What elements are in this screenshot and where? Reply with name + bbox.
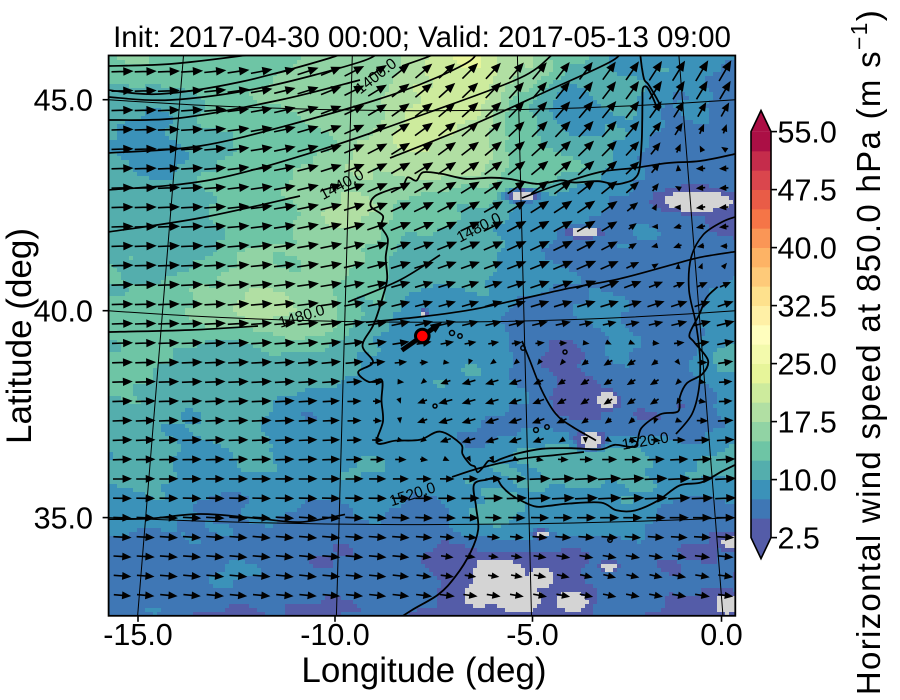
svg-text:55.0: 55.0 [778,115,837,149]
svg-text:-10.0: -10.0 [300,618,370,652]
svg-text:25.0: 25.0 [778,347,837,381]
svg-text:Latitude (deg): Latitude (deg) [0,228,39,444]
svg-text:Longitude (deg): Longitude (deg) [301,651,546,690]
svg-text:10.0: 10.0 [778,463,837,497]
svg-text:-15.0: -15.0 [103,618,173,652]
svg-text:40.0: 40.0 [778,231,837,265]
svg-text:40.0: 40.0 [34,295,93,329]
svg-text:47.5: 47.5 [778,173,837,207]
svg-text:17.5: 17.5 [778,405,837,439]
svg-text:32.5: 32.5 [778,289,837,323]
svg-text:2.5: 2.5 [778,521,820,555]
svg-text:0.0: 0.0 [700,618,742,652]
svg-text:-5.0: -5.0 [506,618,559,652]
svg-text:45.0: 45.0 [34,84,93,118]
svg-text:Horizontal wind speed at 850.0: Horizontal wind speed at 850.0 hPa (m s−… [846,9,887,695]
svg-text:Init: 2017-04-30 00:00; Valid:: Init: 2017-04-30 00:00; Valid: 2017-05-1… [113,21,731,54]
svg-text:35.0: 35.0 [34,502,93,536]
